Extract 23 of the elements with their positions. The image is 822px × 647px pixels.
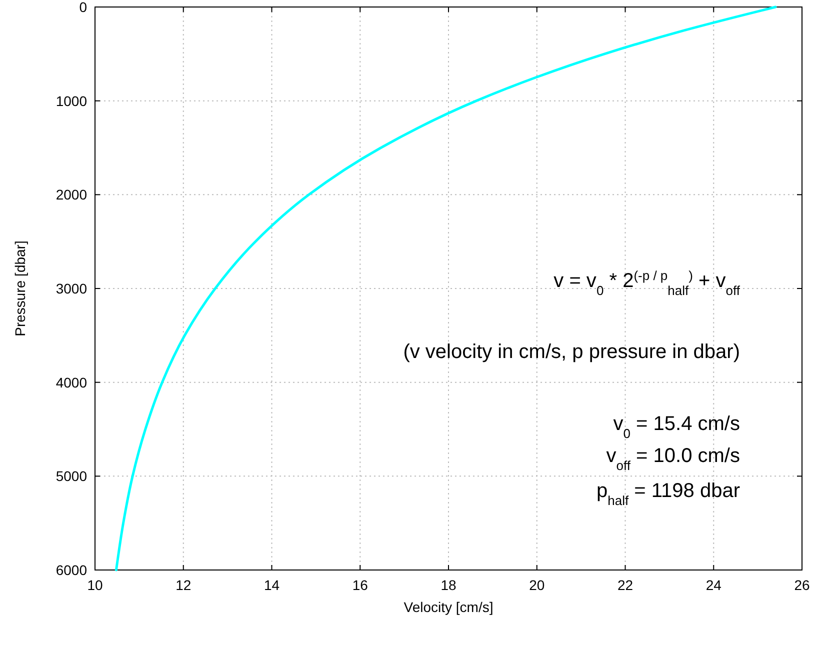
x-tick-label: 14 — [264, 577, 280, 593]
annotation: v$_{off}$ = 10.0 cm/s — [606, 445, 740, 472]
y-tick-label: 6000 — [56, 562, 88, 578]
y-tick-label: 3000 — [56, 280, 88, 296]
annotation: p$_{half}$ = 1198 dbar — [596, 480, 740, 508]
y-tick-label: 0 — [79, 0, 88, 15]
x-tick-label: 16 — [352, 577, 368, 593]
line-series — [114, 6, 777, 572]
x-tick-label: 18 — [440, 577, 456, 593]
annotation: v$_{0}$ = 15.4 cm/s — [613, 413, 740, 440]
x-tick-label: 20 — [529, 577, 545, 593]
x-axis-title: Velocity [cm/s] — [404, 599, 494, 615]
y-axis-title: Pressure [dbar] — [12, 240, 28, 336]
x-tick-label: 26 — [794, 577, 810, 593]
y-tick-label: 4000 — [56, 374, 88, 390]
y-tick-label: 2000 — [56, 186, 88, 203]
x-tick-label: 24 — [706, 577, 722, 593]
y-tick-label: 1000 — [56, 92, 88, 109]
y-tick-label: 5000 — [56, 468, 88, 484]
x-tick-label: 12 — [176, 577, 192, 593]
annotation: (v velocity in cm/s, p pressure in dbar) — [403, 341, 740, 363]
x-tick-label: 22 — [617, 577, 634, 593]
x-tick-label: 10 — [87, 577, 103, 593]
